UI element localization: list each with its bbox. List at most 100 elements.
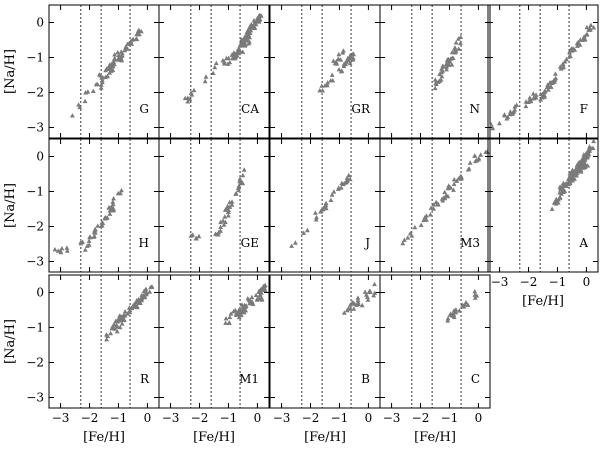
panel-label: N (470, 102, 481, 116)
data-point (421, 217, 427, 223)
data-point (435, 201, 441, 206)
x-axis-label: [Fe/H] (414, 430, 456, 445)
data-point (561, 188, 566, 194)
data-point (319, 83, 325, 88)
data-point (108, 204, 114, 209)
panel-frame (487, 4, 599, 139)
data-point (119, 187, 124, 193)
data-point (428, 212, 433, 217)
data-point (447, 312, 453, 317)
data-point (451, 187, 456, 192)
data-point (504, 116, 510, 121)
data-point (351, 306, 357, 311)
data-point (490, 125, 496, 131)
data-point (371, 293, 377, 298)
panel-label: A (578, 236, 588, 250)
data-point (125, 46, 130, 51)
data-point (188, 233, 194, 238)
data-point (344, 178, 350, 183)
x-tick-label: 0 (583, 275, 591, 289)
data-point (118, 55, 124, 60)
data-point (108, 68, 114, 73)
data-point (542, 88, 548, 93)
data-point (262, 283, 268, 289)
data-point (70, 113, 75, 118)
data-point (95, 223, 101, 228)
x-tick-label: −2 (302, 411, 320, 425)
panel-m1: M1 −3 −2 −1 0 [Fe/H] (158, 274, 270, 445)
data-point (110, 199, 116, 204)
data-point (557, 195, 563, 200)
data-point (445, 193, 451, 199)
data-point (456, 36, 461, 41)
data-point (575, 43, 580, 48)
y-tick-label: −1 (26, 51, 44, 65)
data-point (467, 160, 473, 165)
y-tick-label: −1 (26, 185, 44, 199)
panel-label: M1 (239, 372, 259, 386)
data-point (84, 243, 90, 248)
data-point (528, 97, 533, 102)
data-point (444, 67, 449, 72)
data-point (256, 14, 262, 19)
data-point (451, 181, 457, 186)
data-point (105, 66, 111, 71)
data-point (58, 249, 64, 255)
panel-f: F (487, 4, 599, 139)
data-point (64, 245, 70, 250)
x-axis-label: [Fe/H] (83, 430, 125, 445)
data-point (293, 240, 298, 245)
data-point (338, 57, 343, 62)
x-tick-label: −3 (273, 411, 291, 425)
x-axis-label: [Fe/H] (522, 294, 564, 309)
data-point (227, 314, 233, 320)
data-point (108, 62, 114, 67)
data-point (125, 311, 130, 316)
y-tick-label: −1 (26, 321, 44, 335)
data-point (224, 55, 229, 61)
data-point (90, 88, 96, 93)
data-point (551, 77, 557, 83)
data-point (453, 40, 459, 45)
data-point (136, 27, 142, 33)
data-point (583, 32, 589, 37)
data-point (210, 70, 216, 75)
panel-label: J (363, 236, 370, 250)
data-point (313, 210, 318, 215)
data-point (508, 109, 513, 114)
data-point (100, 79, 105, 85)
y-axis-label: [Na/H] (3, 183, 18, 228)
data-point (497, 120, 502, 126)
panel-label: H (139, 236, 149, 250)
data-point (249, 294, 255, 300)
data-point (98, 82, 104, 87)
data-point (441, 195, 447, 200)
panel-n: N (379, 4, 491, 139)
data-point (223, 316, 229, 321)
data-point (432, 77, 438, 82)
y-axis-label: [Na/H] (3, 319, 18, 364)
data-point (254, 297, 260, 302)
data-point (442, 189, 448, 195)
data-point (82, 247, 88, 252)
data-point (447, 58, 452, 63)
x-tick-label: −3 (491, 275, 509, 289)
data-point (531, 95, 537, 100)
data-point (111, 196, 116, 201)
data-point (242, 37, 248, 42)
data-point (342, 180, 348, 185)
data-point (231, 55, 237, 60)
data-point (523, 103, 529, 109)
panel-a: A −3 −2 −1 0 [Fe/H] (487, 138, 599, 309)
data-point (239, 180, 245, 185)
data-point (127, 309, 133, 315)
data-point (431, 206, 436, 211)
data-point (122, 47, 128, 53)
data-point (474, 157, 480, 163)
data-point (111, 57, 117, 62)
data-point (289, 243, 294, 248)
data-point (77, 104, 83, 110)
data-point (581, 36, 587, 41)
data-point (578, 167, 583, 172)
panel-label: B (361, 372, 370, 386)
